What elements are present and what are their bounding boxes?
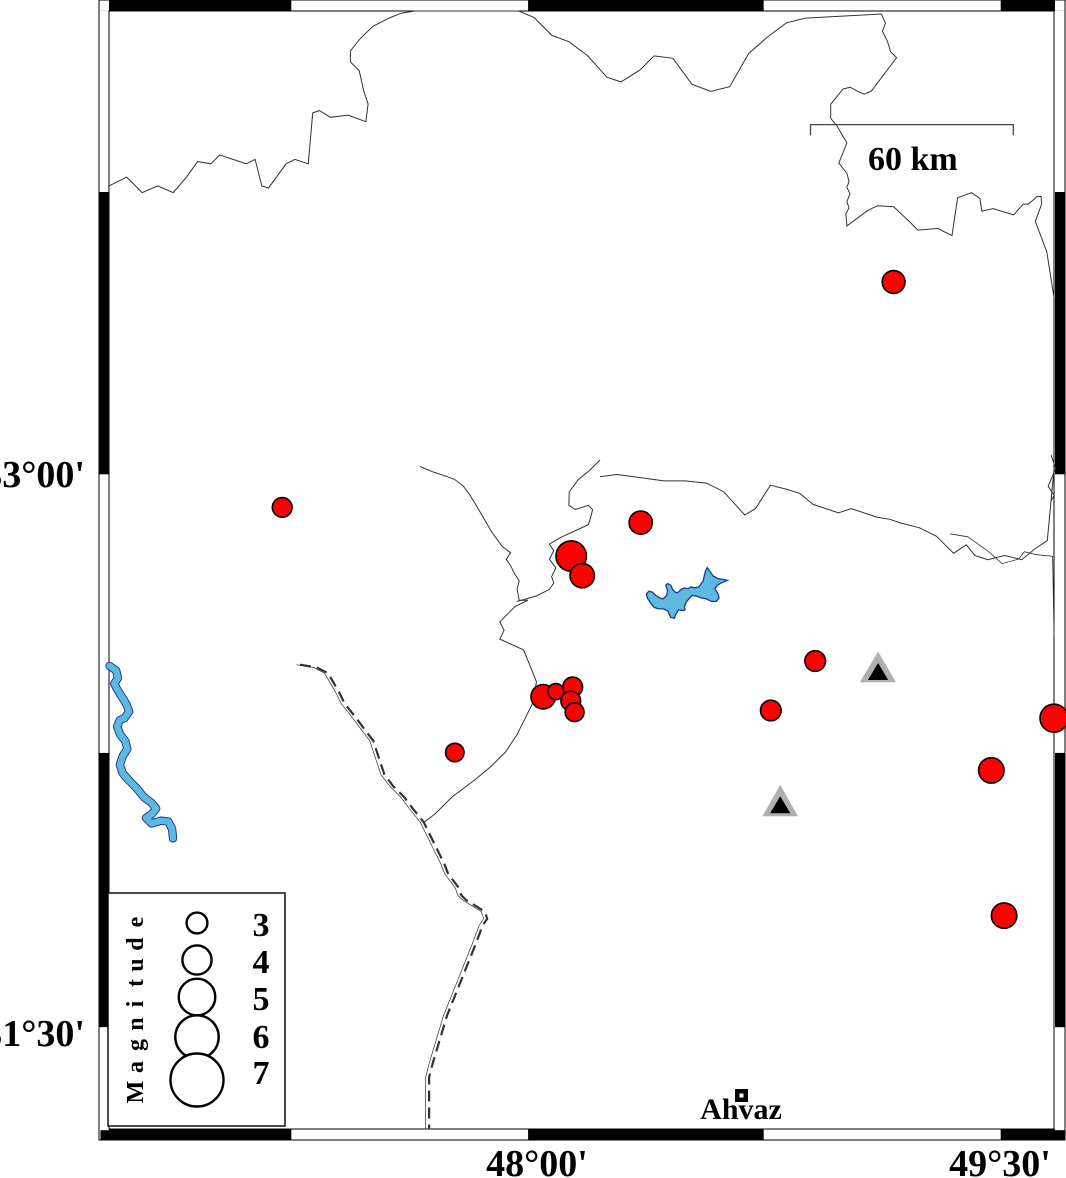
svg-text:e: e bbox=[123, 916, 149, 927]
svg-text:n: n bbox=[123, 1017, 149, 1030]
svg-text:49°30': 49°30' bbox=[949, 1143, 1051, 1178]
svg-text:60 km: 60 km bbox=[868, 141, 958, 178]
svg-text:u: u bbox=[123, 958, 149, 971]
svg-text:7: 7 bbox=[253, 1055, 270, 1092]
svg-text:t: t bbox=[123, 979, 149, 987]
svg-text:Ahvaz: Ahvaz bbox=[700, 1093, 782, 1126]
svg-text:4: 4 bbox=[253, 944, 270, 981]
svg-text:M: M bbox=[123, 1081, 149, 1104]
svg-text:a: a bbox=[123, 1061, 149, 1073]
svg-text:3: 3 bbox=[253, 907, 270, 944]
svg-text:g: g bbox=[123, 1039, 149, 1051]
svg-text:48°00': 48°00' bbox=[486, 1143, 588, 1178]
svg-text:33°00': 33°00' bbox=[0, 454, 85, 496]
svg-text:i: i bbox=[123, 1000, 149, 1007]
svg-text:6: 6 bbox=[253, 1019, 270, 1056]
svg-text:5: 5 bbox=[253, 981, 270, 1018]
svg-text:31°30': 31°30' bbox=[0, 1013, 85, 1055]
svg-text:d: d bbox=[123, 937, 149, 951]
